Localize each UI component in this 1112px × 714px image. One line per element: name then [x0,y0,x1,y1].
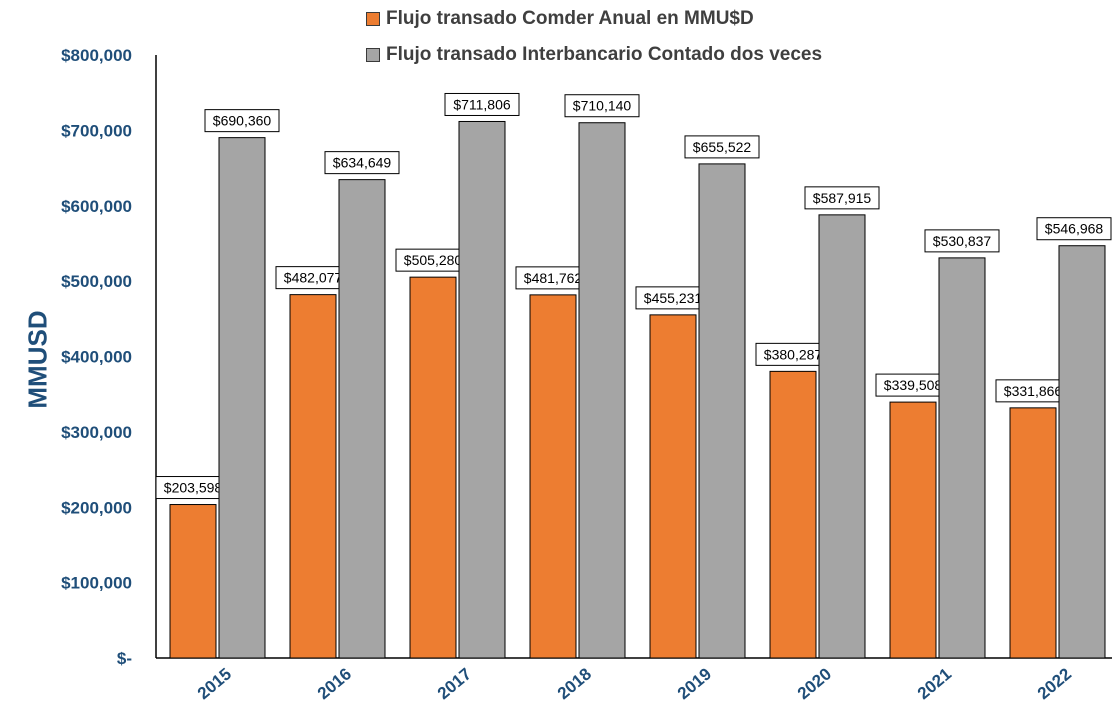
legend-swatch-interbancario [366,48,380,62]
bar-interbancario [578,122,626,659]
legend-item-comder: Flujo transado Comder Anual en MMU$D [366,6,966,32]
legend-item-interbancario: Flujo transado Interbancario Contado dos… [366,42,966,68]
bar-comder [529,294,577,659]
data-label-box [444,92,520,116]
data-label: $203,598 [164,480,223,496]
bar-interbancario [938,257,986,659]
data-label: $505,280 [404,252,463,268]
legend-label-comder: Flujo transado Comder Anual en MMU$D [386,8,754,29]
y-tick-label: $500,000 [61,272,132,291]
data-label-box [684,135,760,159]
data-label: $546,968 [1045,221,1104,237]
bar-interbancario [218,137,266,659]
data-label: $339,508 [884,377,943,393]
bar-interbancario [698,163,746,659]
bar-comder [649,314,697,659]
x-tick-label: 2018 [554,664,595,703]
data-label: $481,762 [524,270,583,286]
data-label: $482,077 [284,270,343,286]
data-label: $711,806 [453,96,511,112]
y-tick-label: $600,000 [61,197,132,216]
data-label-box [204,109,280,133]
legend-swatch-comder [366,12,380,26]
data-label-box [924,229,1000,253]
data-label: $634,649 [333,155,392,171]
y-tick-label: $700,000 [61,121,132,140]
y-tick-label: $800,000 [61,46,132,65]
x-tick-label: 2022 [1034,664,1075,703]
y-tick-label: $400,000 [61,348,132,367]
bar-comder [889,401,937,659]
x-tick-label: 2017 [434,664,475,703]
data-label: $380,287 [764,346,823,362]
y-tick-label: $- [117,649,132,668]
data-label-box [324,151,400,175]
y-tick-label: $300,000 [61,423,132,442]
y-tick-label: $100,000 [61,574,132,593]
data-label: $455,231 [644,290,703,306]
bar-interbancario [338,179,386,659]
data-label: $530,837 [933,233,992,249]
legend-label-interbancario: Flujo transado Interbancario Contado dos… [386,44,823,65]
data-label-box [564,94,640,118]
x-tick-label: 2021 [914,664,955,703]
x-tick-label: 2016 [314,664,355,703]
data-label: $710,140 [573,98,632,114]
bar-interbancario [458,120,506,659]
data-label-box [804,186,880,210]
y-tick-label: $200,000 [61,498,132,517]
data-label: $587,915 [813,190,872,206]
data-label-box [1036,217,1112,241]
data-label: $690,360 [213,113,272,129]
bar-comder [769,370,817,659]
bar-interbancario [818,214,866,659]
x-tick-label: 2015 [194,664,235,703]
bar-comder [169,504,217,659]
legend: Flujo transado Comder Anual en MMU$D Flu… [366,6,966,78]
bar-comder [409,276,457,659]
x-tick-label: 2020 [794,664,835,703]
bar-comder [1009,407,1057,659]
x-tick-label: 2019 [674,664,715,703]
bar-comder [289,294,337,659]
data-label: $655,522 [693,139,752,155]
data-label: $331,866 [1004,383,1063,399]
bar-interbancario [1058,245,1106,659]
